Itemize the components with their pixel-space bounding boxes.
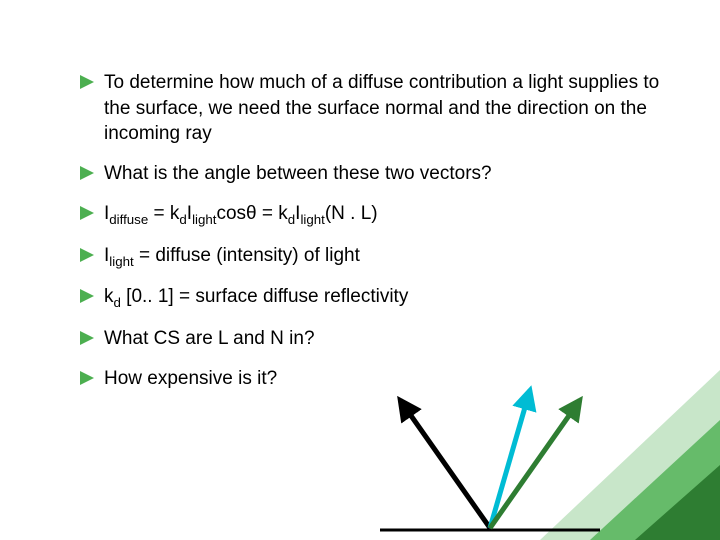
bullet-arrow-icon (80, 164, 94, 187)
bullet-text: kd [0.. 1] = surface diffuse reflectivit… (104, 284, 660, 312)
incoming-ray (400, 400, 490, 528)
bullet-arrow-icon (80, 369, 94, 392)
bullet-item: How expensive is it? (80, 366, 660, 392)
decor-tri-dark (635, 465, 720, 540)
decor-tri-light (540, 370, 720, 540)
bullet-text: What CS are L and N in? (104, 326, 660, 352)
bullet-item: Idiffuse = kdIlightcosθ = kdIlight(N . L… (80, 201, 660, 229)
bullet-text: To determine how much of a diffuse contr… (104, 70, 660, 147)
bullet-item: What is the angle between these two vect… (80, 161, 660, 187)
bullet-text: Idiffuse = kdIlightcosθ = kdIlight(N . L… (104, 201, 660, 229)
bullet-item: What CS are L and N in? (80, 326, 660, 352)
bullet-list: To determine how much of a diffuse contr… (0, 0, 720, 392)
bullet-item: To determine how much of a diffuse contr… (80, 70, 660, 147)
decor-tri-mid (590, 420, 720, 540)
bullet-arrow-icon (80, 329, 94, 352)
bullet-item: kd [0.. 1] = surface diffuse reflectivit… (80, 284, 660, 312)
reflection-diagram (360, 380, 620, 540)
bullet-arrow-icon (80, 287, 94, 310)
bullet-text: Ilight = diffuse (intensity) of light (104, 243, 660, 271)
bullet-arrow-icon (80, 73, 94, 96)
bullet-text: How expensive is it? (104, 366, 660, 392)
bullet-arrow-icon (80, 246, 94, 269)
bullet-item: Ilight = diffuse (intensity) of light (80, 243, 660, 271)
normal-arrow (490, 390, 530, 528)
reflected-arrow (490, 400, 580, 528)
bullet-arrow-icon (80, 204, 94, 227)
bullet-text: What is the angle between these two vect… (104, 161, 660, 187)
